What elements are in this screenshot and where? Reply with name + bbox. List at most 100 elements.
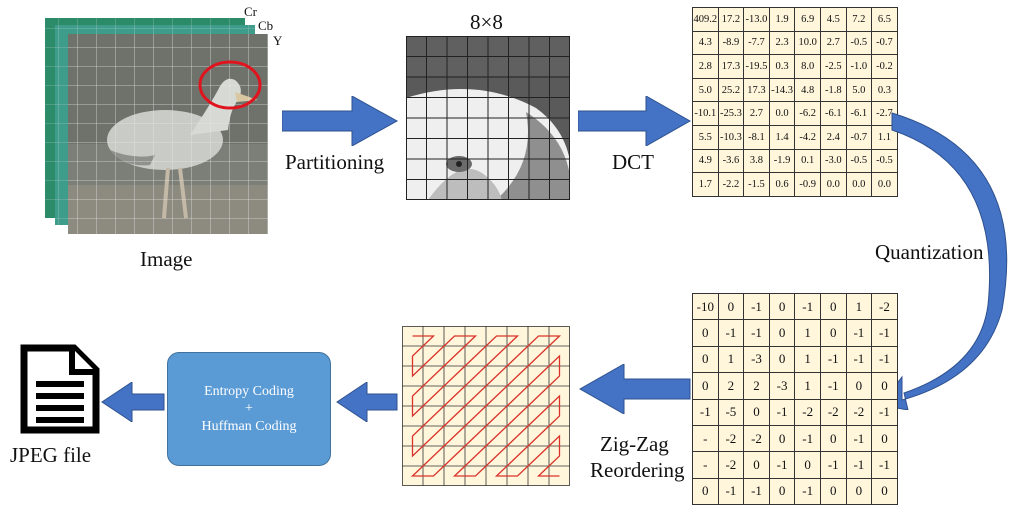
quantized-cell: -5 [717,398,745,426]
dct-cell: -8.1 [743,124,770,150]
quantized-cell: 0 [871,477,898,505]
quantized-cell: 0 [768,424,796,453]
arrow-to-file [101,382,165,422]
quantized-cell: 0 [871,424,898,453]
dct-cell: -13.0 [743,7,770,32]
quantized-cell: -1 [692,398,719,426]
dct-cell: -6.1 [819,101,847,126]
dct-label: DCT [612,150,654,174]
quantized-row: 0 -1 -1 0 -1 0 0 0 [692,477,898,505]
quantized-cell: 0 [768,345,796,374]
dct-cell: -19.5 [743,54,770,79]
dct-cell: -0.5 [845,30,873,56]
quantized-row: -1 -5 0 -1 -2 -2 -2 -1 [692,398,898,426]
quantized-cell: 0 [819,477,847,505]
quantized-cell: 2 [743,372,770,400]
y-label: Y [273,33,283,48]
arrow-dct [578,96,692,146]
dct-cell: 17.2 [717,7,745,32]
dct-cell: -0.5 [871,148,898,174]
quantized-cell: -10 [692,292,719,321]
dct-cell: 0.0 [871,172,898,197]
dct-cell: -6.2 [794,101,821,126]
quantized-cell: 0 [871,372,898,400]
dct-cell: 1.7 [692,172,719,197]
quantized-cell: 0 [845,372,873,400]
dct-cell: -3.0 [819,148,847,174]
quantized-cell: -3 [768,372,796,400]
quantized-cell: 0 [743,398,770,426]
dct-cell: 4.5 [819,7,847,32]
dct-row: 5.5 -10.3 -8.1 1.4 -4.2 2.4 -0.7 1.1 [692,124,898,150]
quantized-cell: -1 [717,319,745,347]
dct-cell: 409.2 [692,7,719,32]
entropy-line-2: + [245,401,253,417]
quantized-cell: 0 [819,319,847,347]
dct-cell: 2.8 [692,54,719,79]
dct-cell: 8.0 [794,54,821,79]
quantized-cell: 0 [768,477,796,505]
quantization-label: Quantization [875,240,984,264]
zigzag-path [410,335,562,477]
quantized-cell: 2 [717,372,745,400]
dct-row: 4.3 -8.9 -7.7 2.3 10.0 2.7 -0.5 -0.7 [692,30,898,56]
dct-cell: -1.8 [819,77,847,103]
block-8x8 [406,36,570,200]
dct-cell: 2.3 [768,30,796,56]
quantized-cell: -1 [717,477,745,505]
dct-cell: 0.3 [768,54,796,79]
document-icon [20,344,100,434]
dct-cell: -0.5 [845,148,873,174]
quantized-cell: 1 [794,345,821,374]
dct-cell: 5.5 [692,124,719,150]
partitioning-label: Partitioning [285,150,385,174]
dct-cell: 1.9 [768,7,796,32]
quantized-row: 0 1 -3 0 1 -1 -1 -1 [692,345,898,374]
dct-cell: -7.7 [743,30,770,56]
quantized-cell: - [692,424,719,453]
entropy-line-1: Entropy Coding [204,383,294,399]
dct-cell: -2.2 [717,172,745,197]
dct-cell: 5.0 [692,77,719,103]
dct-cell: -14.3 [768,77,796,103]
dct-row: 2.8 17.3 -19.5 0.3 8.0 -2.5 -1.0 -0.2 [692,54,898,79]
quantized-row: - -2 0 -1 0 -1 -1 -1 [692,451,898,479]
image-label: Image [140,247,193,271]
quantized-cell: -1 [794,292,821,321]
highlight-circle [198,60,262,110]
dct-cell: 7.2 [845,7,873,32]
quantized-cell: -1 [845,424,873,453]
quantized-cell: -2 [845,398,873,426]
quantized-cell: 0 [717,292,745,321]
quantized-cell: -1 [794,477,821,505]
cr-label: Cr [244,4,257,19]
dct-row: 5.0 25.2 17.3 -14.3 4.8 -1.8 5.0 0.3 [692,77,898,103]
quantized-cell: -3 [743,345,770,374]
quantized-matrix: -10 0 -1 0 -1 0 1 -2 0 -1 -1 0 1 0 -1 -1 0 1 -3 0 1 -1 -1 -1 0 2 2… [692,292,898,505]
dct-row: 409.2 17.2 -13.0 1.9 6.9 4.5 7.2 6.5 [692,7,898,32]
image-stack [45,18,268,234]
quantized-cell: 0 [768,319,796,347]
dct-row: 1.7 -2.2 -1.5 0.6 -0.9 0.0 0.0 0.0 [692,172,898,197]
dct-cell: -0.7 [845,124,873,150]
dct-cell: 5.0 [845,77,873,103]
quantized-cell: -1 [743,319,770,347]
quantized-cell: 0 [692,372,719,400]
dct-cell: 2.7 [743,101,770,126]
quantized-cell: 0 [768,292,796,321]
quantized-cell: -1 [819,451,847,479]
quantized-cell: 0 [845,477,873,505]
dct-cell: 17.3 [717,54,745,79]
quantized-cell: 0 [819,424,847,453]
dct-row: 4.9 -3.6 3.8 -1.9 0.1 -3.0 -0.5 -0.5 [692,148,898,174]
dct-cell: 0.0 [768,101,796,126]
dct-cell: -1.0 [845,54,873,79]
dct-cell: -0.9 [794,172,821,197]
dct-cell: 1.4 [768,124,796,150]
dct-cell: -10.3 [717,124,745,150]
dct-cell: -0.2 [871,54,898,79]
quantized-cell: - [692,451,719,479]
dct-cell: 6.5 [871,7,898,32]
quantized-cell: 0 [692,319,719,347]
quantized-cell: -1 [794,424,821,453]
